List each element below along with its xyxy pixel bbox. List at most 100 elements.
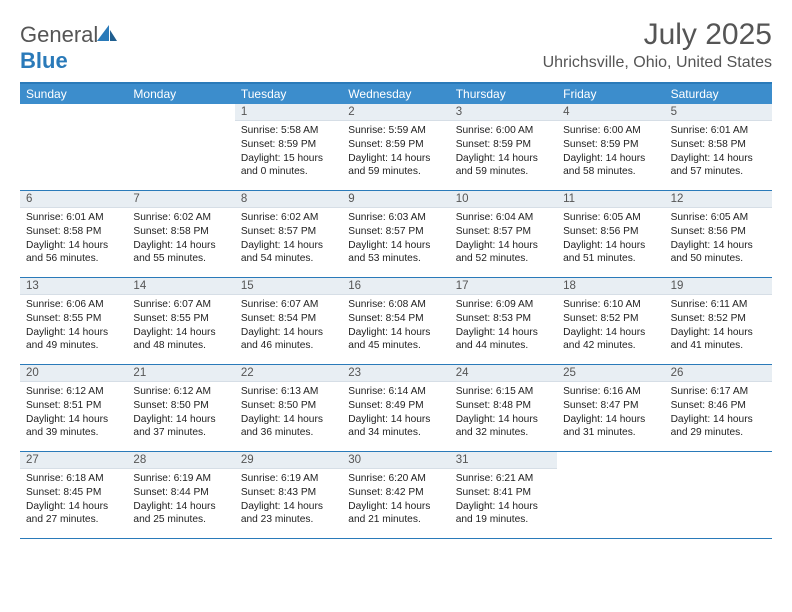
day-number: 19 xyxy=(665,278,772,295)
day-details: Sunrise: 6:12 AMSunset: 8:50 PMDaylight:… xyxy=(127,382,234,446)
day-details: Sunrise: 6:21 AMSunset: 8:41 PMDaylight:… xyxy=(450,469,557,533)
month-title: July 2025 xyxy=(543,18,772,52)
day-details: Sunrise: 5:58 AMSunset: 8:59 PMDaylight:… xyxy=(235,121,342,185)
day-header: Friday xyxy=(557,84,664,104)
day-number: 29 xyxy=(235,452,342,469)
calendar-day: 22Sunrise: 6:13 AMSunset: 8:50 PMDayligh… xyxy=(235,365,342,451)
day-details: Sunrise: 6:08 AMSunset: 8:54 PMDaylight:… xyxy=(342,295,449,359)
day-details: Sunrise: 6:05 AMSunset: 8:56 PMDaylight:… xyxy=(557,208,664,272)
calendar-day: 23Sunrise: 6:14 AMSunset: 8:49 PMDayligh… xyxy=(342,365,449,451)
day-header: Sunday xyxy=(20,84,127,104)
day-details: Sunrise: 6:00 AMSunset: 8:59 PMDaylight:… xyxy=(450,121,557,185)
day-details: Sunrise: 6:10 AMSunset: 8:52 PMDaylight:… xyxy=(557,295,664,359)
calendar-day: 31Sunrise: 6:21 AMSunset: 8:41 PMDayligh… xyxy=(450,452,557,538)
day-details: Sunrise: 6:00 AMSunset: 8:59 PMDaylight:… xyxy=(557,121,664,185)
day-details: Sunrise: 6:09 AMSunset: 8:53 PMDaylight:… xyxy=(450,295,557,359)
calendar-day: 5Sunrise: 6:01 AMSunset: 8:58 PMDaylight… xyxy=(665,104,772,190)
brand-logo: GeneralBlue xyxy=(20,18,118,74)
day-number: 3 xyxy=(450,104,557,121)
day-number: 22 xyxy=(235,365,342,382)
calendar-week: 6Sunrise: 6:01 AMSunset: 8:58 PMDaylight… xyxy=(20,191,772,278)
day-header: Thursday xyxy=(450,84,557,104)
calendar-day: 8Sunrise: 6:02 AMSunset: 8:57 PMDaylight… xyxy=(235,191,342,277)
day-number: 14 xyxy=(127,278,234,295)
day-details: Sunrise: 6:03 AMSunset: 8:57 PMDaylight:… xyxy=(342,208,449,272)
day-details: Sunrise: 6:07 AMSunset: 8:54 PMDaylight:… xyxy=(235,295,342,359)
calendar-day: 21Sunrise: 6:12 AMSunset: 8:50 PMDayligh… xyxy=(127,365,234,451)
day-details: Sunrise: 6:02 AMSunset: 8:58 PMDaylight:… xyxy=(127,208,234,272)
calendar-day: 3Sunrise: 6:00 AMSunset: 8:59 PMDaylight… xyxy=(450,104,557,190)
day-number: 6 xyxy=(20,191,127,208)
day-number: 30 xyxy=(342,452,449,469)
day-number: 7 xyxy=(127,191,234,208)
day-number: 18 xyxy=(557,278,664,295)
calendar-day-empty xyxy=(127,104,234,190)
calendar-day: 10Sunrise: 6:04 AMSunset: 8:57 PMDayligh… xyxy=(450,191,557,277)
calendar-day: 24Sunrise: 6:15 AMSunset: 8:48 PMDayligh… xyxy=(450,365,557,451)
day-details: Sunrise: 6:13 AMSunset: 8:50 PMDaylight:… xyxy=(235,382,342,446)
calendar-day: 16Sunrise: 6:08 AMSunset: 8:54 PMDayligh… xyxy=(342,278,449,364)
day-number: 28 xyxy=(127,452,234,469)
day-details: Sunrise: 6:05 AMSunset: 8:56 PMDaylight:… xyxy=(665,208,772,272)
day-number: 1 xyxy=(235,104,342,121)
calendar-day: 30Sunrise: 6:20 AMSunset: 8:42 PMDayligh… xyxy=(342,452,449,538)
day-details: Sunrise: 6:01 AMSunset: 8:58 PMDaylight:… xyxy=(665,121,772,185)
day-number: 12 xyxy=(665,191,772,208)
day-details: Sunrise: 6:19 AMSunset: 8:44 PMDaylight:… xyxy=(127,469,234,533)
calendar-day: 27Sunrise: 6:18 AMSunset: 8:45 PMDayligh… xyxy=(20,452,127,538)
day-details: Sunrise: 6:15 AMSunset: 8:48 PMDaylight:… xyxy=(450,382,557,446)
calendar-week: 27Sunrise: 6:18 AMSunset: 8:45 PMDayligh… xyxy=(20,452,772,539)
day-headers: SundayMondayTuesdayWednesdayThursdayFrid… xyxy=(20,84,772,104)
day-number: 10 xyxy=(450,191,557,208)
header: GeneralBlue July 2025 Uhrichsville, Ohio… xyxy=(20,18,772,74)
day-number: 21 xyxy=(127,365,234,382)
calendar-day: 20Sunrise: 6:12 AMSunset: 8:51 PMDayligh… xyxy=(20,365,127,451)
day-details: Sunrise: 6:12 AMSunset: 8:51 PMDaylight:… xyxy=(20,382,127,446)
day-header: Tuesday xyxy=(235,84,342,104)
calendar-day: 29Sunrise: 6:19 AMSunset: 8:43 PMDayligh… xyxy=(235,452,342,538)
day-header: Monday xyxy=(127,84,234,104)
day-details: Sunrise: 6:07 AMSunset: 8:55 PMDaylight:… xyxy=(127,295,234,359)
calendar-day: 17Sunrise: 6:09 AMSunset: 8:53 PMDayligh… xyxy=(450,278,557,364)
calendar-week: 1Sunrise: 5:58 AMSunset: 8:59 PMDaylight… xyxy=(20,104,772,191)
day-number: 5 xyxy=(665,104,772,121)
day-number: 15 xyxy=(235,278,342,295)
calendar-day: 14Sunrise: 6:07 AMSunset: 8:55 PMDayligh… xyxy=(127,278,234,364)
calendar-day: 25Sunrise: 6:16 AMSunset: 8:47 PMDayligh… xyxy=(557,365,664,451)
calendar-day: 12Sunrise: 6:05 AMSunset: 8:56 PMDayligh… xyxy=(665,191,772,277)
day-number: 20 xyxy=(20,365,127,382)
brand-part1: General xyxy=(20,22,98,47)
calendar-day: 2Sunrise: 5:59 AMSunset: 8:59 PMDaylight… xyxy=(342,104,449,190)
day-details: Sunrise: 6:11 AMSunset: 8:52 PMDaylight:… xyxy=(665,295,772,359)
calendar-day: 28Sunrise: 6:19 AMSunset: 8:44 PMDayligh… xyxy=(127,452,234,538)
brand-text: GeneralBlue xyxy=(20,22,118,74)
day-number: 25 xyxy=(557,365,664,382)
calendar-day: 15Sunrise: 6:07 AMSunset: 8:54 PMDayligh… xyxy=(235,278,342,364)
day-details: Sunrise: 6:17 AMSunset: 8:46 PMDaylight:… xyxy=(665,382,772,446)
day-number: 24 xyxy=(450,365,557,382)
calendar-day: 26Sunrise: 6:17 AMSunset: 8:46 PMDayligh… xyxy=(665,365,772,451)
day-number: 17 xyxy=(450,278,557,295)
calendar-week: 20Sunrise: 6:12 AMSunset: 8:51 PMDayligh… xyxy=(20,365,772,452)
day-number: 16 xyxy=(342,278,449,295)
calendar-day-empty xyxy=(557,452,664,538)
day-number: 27 xyxy=(20,452,127,469)
day-details: Sunrise: 6:02 AMSunset: 8:57 PMDaylight:… xyxy=(235,208,342,272)
calendar-weeks: 1Sunrise: 5:58 AMSunset: 8:59 PMDaylight… xyxy=(20,104,772,539)
day-number: 8 xyxy=(235,191,342,208)
calendar-day: 9Sunrise: 6:03 AMSunset: 8:57 PMDaylight… xyxy=(342,191,449,277)
calendar-week: 13Sunrise: 6:06 AMSunset: 8:55 PMDayligh… xyxy=(20,278,772,365)
brand-part2: Blue xyxy=(20,48,68,73)
day-number: 26 xyxy=(665,365,772,382)
calendar-day-empty xyxy=(665,452,772,538)
calendar-day: 18Sunrise: 6:10 AMSunset: 8:52 PMDayligh… xyxy=(557,278,664,364)
day-details: Sunrise: 6:01 AMSunset: 8:58 PMDaylight:… xyxy=(20,208,127,272)
calendar-day: 7Sunrise: 6:02 AMSunset: 8:58 PMDaylight… xyxy=(127,191,234,277)
day-header: Saturday xyxy=(665,84,772,104)
day-number: 9 xyxy=(342,191,449,208)
calendar-day-empty xyxy=(20,104,127,190)
title-block: July 2025 Uhrichsville, Ohio, United Sta… xyxy=(543,18,772,72)
location: Uhrichsville, Ohio, United States xyxy=(543,54,772,72)
day-number: 4 xyxy=(557,104,664,121)
calendar-day: 1Sunrise: 5:58 AMSunset: 8:59 PMDaylight… xyxy=(235,104,342,190)
